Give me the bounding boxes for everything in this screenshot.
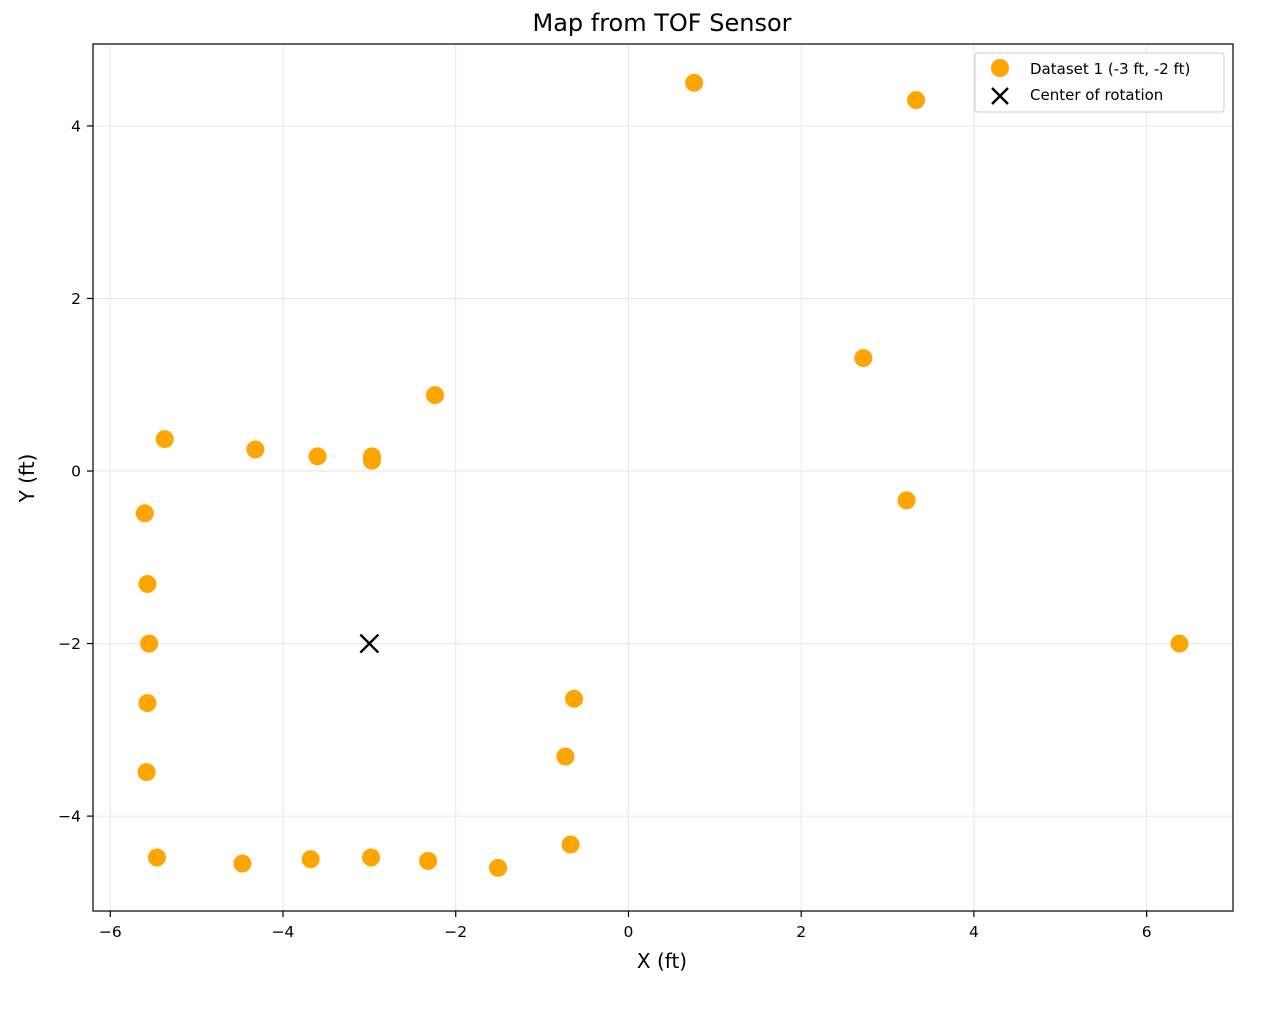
- y-axis-label: Y (ft): [15, 454, 39, 504]
- data-point: [897, 491, 916, 510]
- y-tick-label: −2: [58, 635, 81, 653]
- data-point: [147, 848, 166, 867]
- y-tick-label: 4: [71, 117, 81, 135]
- data-point: [556, 747, 575, 766]
- data-point: [561, 835, 580, 854]
- legend: Dataset 1 (-3 ft, -2 ft) Center of rotat…: [974, 52, 1225, 113]
- center-of-rotation-marker: [359, 633, 380, 654]
- legend-label-dataset: Dataset 1 (-3 ft, -2 ft): [1030, 60, 1190, 78]
- x-tick-label: 2: [796, 923, 806, 941]
- data-point: [301, 850, 320, 869]
- data-point: [138, 575, 157, 594]
- data-point: [140, 634, 159, 653]
- y-tick-label: 2: [71, 290, 81, 308]
- data-point: [362, 848, 381, 867]
- legend-box: [974, 52, 1225, 113]
- x-tick-label: −2: [444, 923, 467, 941]
- data-point: [907, 91, 926, 110]
- data-point: [565, 689, 584, 708]
- data-point: [419, 851, 438, 870]
- data-point: [138, 694, 157, 713]
- legend-marker-center: [991, 87, 1009, 105]
- x-tick-label: −6: [99, 923, 122, 941]
- data-points: [135, 73, 1189, 877]
- x-tick-label: 6: [1142, 923, 1152, 941]
- grid-lines: [93, 44, 1233, 911]
- data-point: [135, 504, 154, 523]
- data-point: [489, 858, 508, 877]
- axis-ticks: −6 −4 −2 0 2 4 6 −4 −2 0 2 4: [58, 117, 1151, 941]
- data-point: [854, 349, 873, 368]
- data-point: [685, 73, 704, 92]
- x-axis-label: X (ft): [637, 949, 687, 973]
- legend-marker-dataset: [991, 59, 1009, 77]
- x-tick-label: −4: [272, 923, 295, 941]
- data-point: [137, 763, 156, 782]
- data-point: [1170, 634, 1189, 653]
- data-point: [308, 447, 327, 466]
- x-tick-label: 4: [969, 923, 979, 941]
- plot-frame: [92, 43, 1234, 912]
- chart-title: Map from TOF Sensor: [532, 9, 791, 37]
- y-tick-label: −4: [58, 808, 81, 826]
- legend-label-center: Center of rotation: [1030, 86, 1163, 104]
- data-point: [155, 430, 174, 449]
- data-point: [426, 386, 444, 405]
- x-tick-label: 0: [624, 923, 634, 941]
- y-tick-label: 0: [71, 463, 81, 481]
- data-point: [246, 440, 265, 459]
- data-point: [233, 854, 252, 873]
- data-point: [362, 451, 381, 470]
